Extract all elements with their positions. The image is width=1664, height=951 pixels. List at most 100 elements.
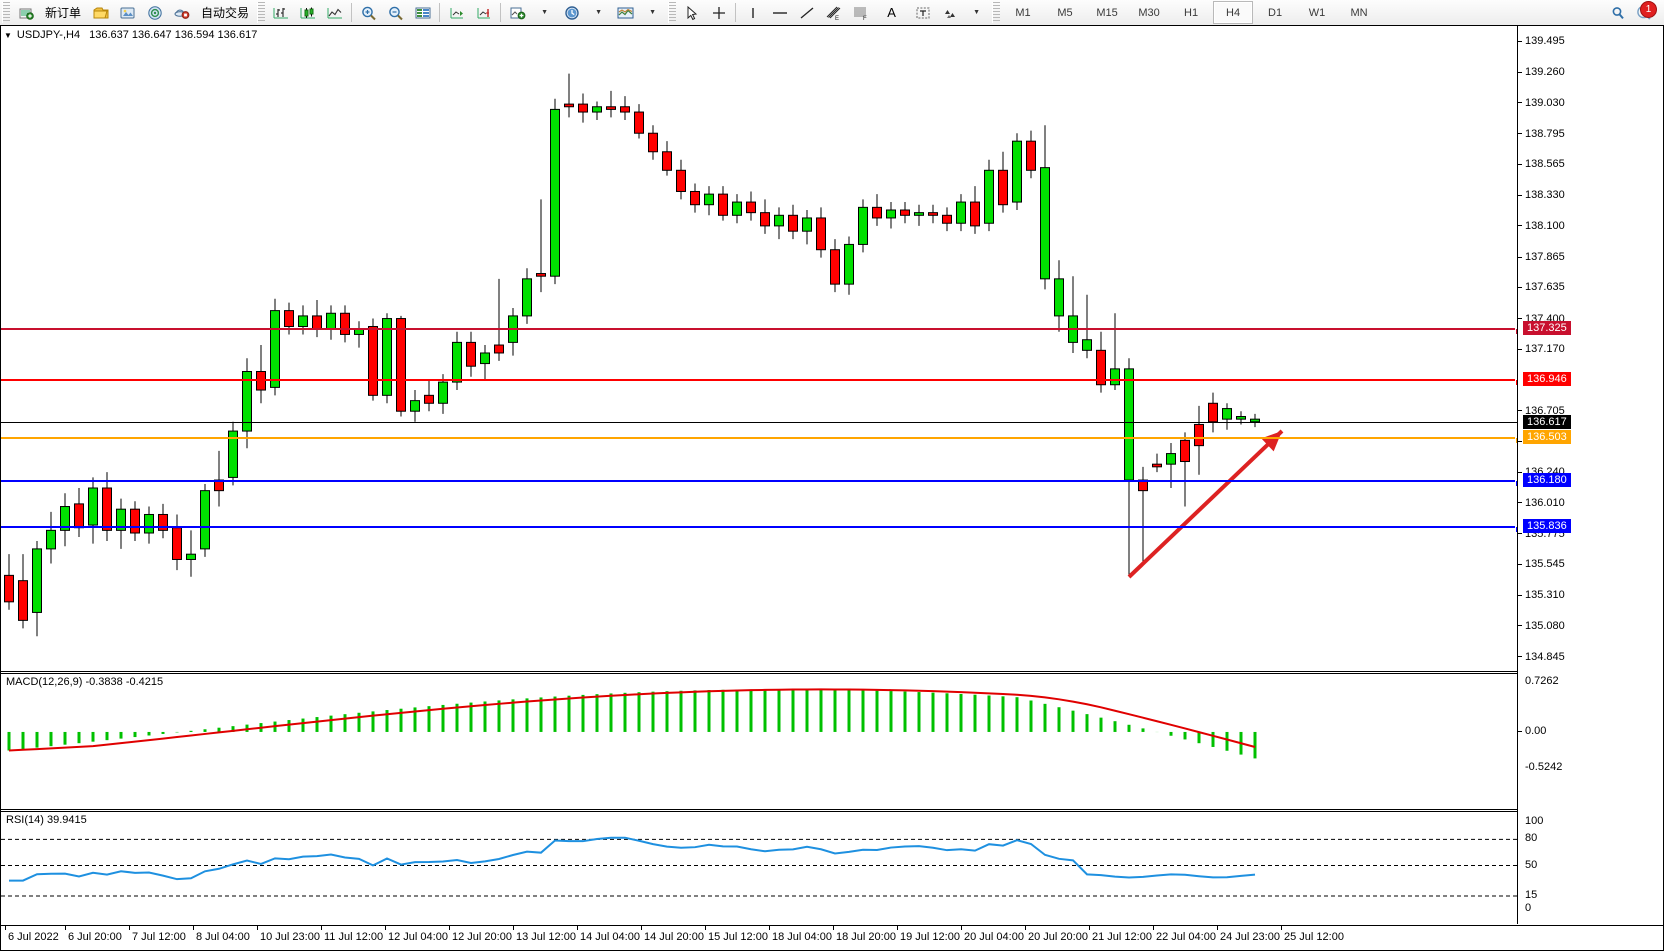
level-line-support-1[interactable] bbox=[1, 480, 1518, 488]
price-tick: 135.545 bbox=[1518, 558, 1565, 570]
candle bbox=[214, 450, 224, 507]
candle bbox=[536, 199, 546, 293]
data-window-icon[interactable] bbox=[410, 0, 435, 25]
auto-scroll-icon[interactable] bbox=[444, 0, 469, 25]
level-line-resistance-1[interactable] bbox=[1, 328, 1518, 336]
level-tag-pivot[interactable]: 136.503 bbox=[1523, 430, 1571, 445]
time-tick-label: 12 Jul 20:00 bbox=[452, 931, 512, 943]
price-pane[interactable] bbox=[1, 26, 1518, 672]
timeframe-d1[interactable]: D1 bbox=[1268, 6, 1283, 19]
add-indicator-dropdown-icon[interactable]: ▼ bbox=[541, 9, 548, 16]
level-line-handle[interactable] bbox=[1515, 525, 1518, 533]
trend-arrow[interactable] bbox=[1127, 429, 1284, 579]
timeframe-mn[interactable]: MN bbox=[1350, 6, 1368, 19]
horizontal-line-icon[interactable] bbox=[767, 0, 792, 25]
period-dropdown-icon[interactable]: ▼ bbox=[595, 9, 602, 16]
toolbar-grip-3[interactable] bbox=[668, 2, 677, 23]
candle bbox=[788, 204, 798, 240]
level-tag-resistance-2[interactable]: 136.946 bbox=[1523, 371, 1571, 386]
time-tick-mark bbox=[1153, 926, 1154, 930]
time-axis[interactable]: 6 Jul 2022 6 Jul 20:00 7 Jul 12:00 8 Jul 04… bbox=[1, 925, 1663, 950]
vertical-line-icon[interactable] bbox=[740, 0, 765, 25]
toolbar-grip-4[interactable] bbox=[992, 2, 1001, 23]
new-order-button[interactable]: 新订单 bbox=[45, 6, 82, 20]
timeframe-h1[interactable]: H1 bbox=[1184, 6, 1199, 19]
level-line-handle[interactable] bbox=[1515, 378, 1518, 386]
level-line-handle[interactable] bbox=[1515, 480, 1518, 488]
zoom-in-icon[interactable] bbox=[356, 0, 381, 25]
arrows-icon[interactable] bbox=[937, 0, 962, 25]
candle bbox=[480, 345, 490, 380]
text-tool-button[interactable]: A bbox=[887, 5, 896, 20]
candle bbox=[970, 186, 980, 234]
toolbar-separator-3 bbox=[500, 3, 502, 22]
add-indicator-icon[interactable] bbox=[505, 0, 530, 25]
timeframe-m5[interactable]: M5 bbox=[1057, 6, 1073, 19]
toolbar-grip[interactable] bbox=[2, 2, 10, 23]
price-axis[interactable]: 139.495 139.260 139.030 138.795 138.565 138.3… bbox=[1517, 26, 1663, 924]
time-tick-label: 7 Jul 12:00 bbox=[132, 931, 186, 943]
level-tag-resistance-1[interactable]: 137.325 bbox=[1523, 321, 1571, 336]
notifications-icon[interactable]: 1 bbox=[1632, 0, 1657, 25]
time-tick-mark bbox=[833, 926, 834, 930]
market-watch-icon[interactable] bbox=[142, 0, 167, 25]
auto-trading-icon[interactable] bbox=[169, 0, 194, 25]
time-tick-label: 22 Jul 04:00 bbox=[1156, 931, 1216, 943]
level-line-support-2[interactable] bbox=[1, 525, 1518, 533]
text-label-icon[interactable] bbox=[910, 0, 935, 25]
timeframe-w1[interactable]: W1 bbox=[1308, 6, 1326, 19]
fibonacci-icon[interactable]: F bbox=[848, 0, 873, 25]
candle bbox=[522, 268, 532, 324]
rsi-pane[interactable]: RSI(14) 39.9415 bbox=[1, 811, 1518, 923]
candle bbox=[914, 204, 924, 226]
time-tick-label: 6 Jul 20:00 bbox=[68, 931, 122, 943]
level-tag-support-2[interactable]: 135.836 bbox=[1523, 518, 1571, 533]
trendline-icon[interactable] bbox=[794, 0, 819, 25]
time-tick-label: 21 Jul 12:00 bbox=[1092, 931, 1152, 943]
level-line-handle[interactable] bbox=[1515, 328, 1518, 336]
timeframe-m15[interactable]: M15 bbox=[1096, 6, 1118, 19]
crosshair-icon[interactable] bbox=[706, 0, 731, 25]
rsi-tick: 100 bbox=[1525, 815, 1544, 827]
price-tick: 137.865 bbox=[1518, 251, 1565, 263]
macd-rsi-divider bbox=[1, 809, 1518, 810]
templates-dropdown-icon[interactable]: ▼ bbox=[649, 9, 656, 16]
price-tick: 138.330 bbox=[1518, 189, 1565, 201]
time-tick-mark bbox=[577, 926, 578, 930]
bar-chart-icon[interactable] bbox=[268, 0, 293, 25]
auto-trading-button[interactable]: 自动交易 bbox=[201, 6, 250, 20]
level-line-resistance-2[interactable] bbox=[1, 378, 1518, 386]
level-tag-support-1[interactable]: 136.180 bbox=[1523, 473, 1571, 488]
time-tick-mark bbox=[193, 926, 194, 930]
candle bbox=[1054, 260, 1064, 332]
cursor-icon[interactable] bbox=[679, 0, 704, 25]
macd-pane[interactable]: MACD(12,26,9) -0.3838 -0.4215 bbox=[1, 673, 1518, 778]
templates-icon[interactable] bbox=[613, 0, 638, 25]
time-tick-label: 13 Jul 12:00 bbox=[516, 931, 576, 943]
level-line-pivot[interactable] bbox=[1, 437, 1518, 445]
timeframe-m1[interactable]: M1 bbox=[1015, 6, 1031, 19]
folder-icon[interactable] bbox=[88, 0, 113, 25]
arrows-dropdown-icon[interactable]: ▼ bbox=[973, 9, 980, 16]
zoom-out-icon[interactable] bbox=[383, 0, 408, 25]
timeframe-h4[interactable]: H4 bbox=[1213, 1, 1254, 24]
equidistant-channel-icon[interactable]: E bbox=[821, 0, 846, 25]
level-line-handle[interactable] bbox=[1515, 437, 1518, 445]
line-chart-icon[interactable] bbox=[322, 0, 347, 25]
candle bbox=[858, 199, 868, 253]
candle bbox=[984, 159, 994, 232]
candle bbox=[4, 554, 14, 610]
chart-window[interactable]: ▼ USDJPY-,H4 136.637 136.647 136.594 136… bbox=[0, 25, 1664, 951]
candle bbox=[102, 472, 112, 541]
period-clock-icon[interactable] bbox=[559, 0, 584, 25]
rsi-tick: 0 bbox=[1525, 902, 1532, 914]
toolbar-grip-2[interactable] bbox=[257, 2, 266, 23]
chart-menu-caret-icon[interactable]: ▼ bbox=[4, 30, 12, 40]
profiles-icon[interactable] bbox=[115, 0, 140, 25]
new-order-icon[interactable] bbox=[13, 0, 38, 25]
timeframe-m30[interactable]: M30 bbox=[1138, 6, 1160, 19]
candlestick-chart-icon[interactable] bbox=[295, 0, 320, 25]
chart-shift-icon[interactable] bbox=[471, 0, 496, 25]
candle bbox=[1208, 392, 1218, 433]
search-icon[interactable] bbox=[1605, 0, 1630, 25]
